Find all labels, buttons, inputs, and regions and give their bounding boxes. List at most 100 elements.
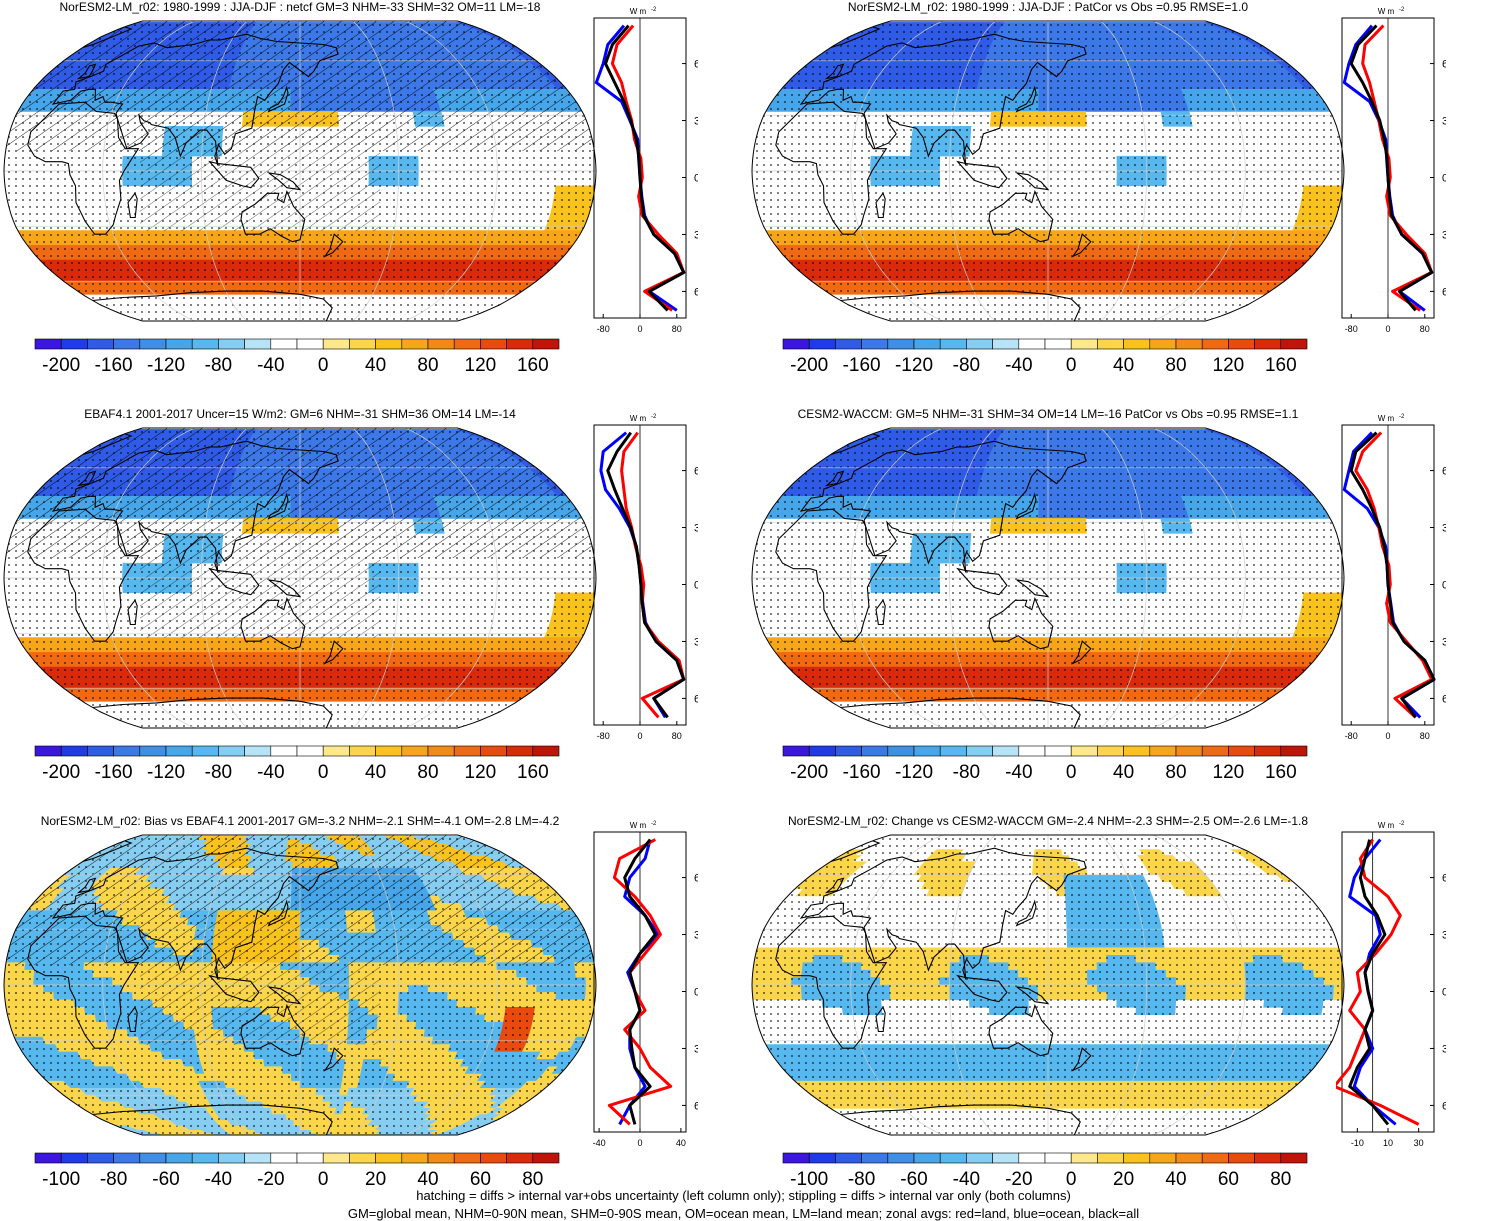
colorbar-swatch [375, 745, 403, 757]
colorbar-label: 40 [1113, 355, 1134, 376]
colorbar-label: -200 [42, 355, 80, 376]
colorbar-label: 80 [417, 355, 438, 376]
lat-tick-label: 0 [694, 579, 698, 591]
land-new-guinea [268, 986, 302, 1005]
map-border [3, 834, 597, 1136]
colorbar-label: -40 [1005, 762, 1032, 783]
lat-tick-label: 30S [694, 1043, 698, 1055]
colorbar-swatch [1175, 338, 1203, 350]
colorbar-label: -40 [953, 1169, 980, 1190]
colorbar-label: 80 [1270, 1169, 1291, 1190]
x-tick-label: 0 [1385, 324, 1390, 334]
map-field [4, 428, 596, 728]
colorbar-swatch [1044, 338, 1072, 350]
x-tick-label: 0 [637, 324, 642, 334]
lat-tick-label: 60N [694, 873, 698, 885]
units-label: W m [1378, 414, 1395, 423]
colorbar-swatch [966, 338, 993, 350]
colorbar-swatch [1254, 338, 1282, 350]
lat-tick-label: 30S [1442, 229, 1446, 241]
colorbar-swatch [1070, 745, 1098, 757]
colorbar-label: 0 [318, 762, 329, 783]
colorbar-swatch [506, 745, 534, 757]
colorbar-label: 0 [318, 1169, 329, 1190]
colorbar-swatch [1254, 745, 1282, 757]
map-field [752, 21, 1344, 321]
colorbar-swatch [1175, 745, 1203, 757]
colorbar-swatch [913, 745, 941, 757]
colorbar-swatch [60, 1152, 88, 1164]
colorbar-swatch [244, 1152, 272, 1164]
zonal-mean-plot: W m -2 60N 30N 0 30S 60S -80 0 80 [1341, 414, 1446, 741]
x-tick-label: 0 [1385, 731, 1390, 741]
robinson-map [751, 20, 1345, 322]
colorbar-label: 20 [365, 1169, 386, 1190]
colorbar-swatch [1280, 1152, 1308, 1164]
land-madagascar [127, 192, 138, 219]
colorbar-swatch [322, 338, 350, 350]
colorbar-swatch [427, 338, 455, 350]
colorbar-swatch [532, 338, 560, 350]
colorbar-swatch [296, 1152, 324, 1164]
x-tick-label: 80 [1420, 324, 1430, 334]
colorbar-swatch [1097, 745, 1124, 757]
units-label: W m [1378, 7, 1395, 16]
land-new-zealand [323, 640, 344, 665]
lat-tick-label: 30N [694, 116, 698, 128]
zonal-mean-plot: W m -2 60N 30N 0 30S 60S -10 10 30 [1336, 821, 1446, 1148]
land-australia [240, 596, 306, 650]
colorbar-swatch [1149, 1152, 1177, 1164]
units-label: W m [630, 821, 647, 830]
colorbar-label: -160 [843, 355, 881, 376]
colorbar-swatch [191, 1152, 219, 1164]
colorbar-swatch [113, 338, 141, 350]
map-border [751, 20, 1345, 322]
x-tick-label: 30 [1414, 1138, 1424, 1148]
colorbar-swatch [349, 338, 376, 350]
colorbar-swatch [453, 1152, 481, 1164]
panel-bias: NorESM2-LM_r02: Bias vs EBAF4.1 2001-201… [0, 814, 740, 1219]
colorbar-label: -120 [147, 355, 185, 376]
colorbar-label: 120 [465, 355, 497, 376]
land-new-guinea [1016, 986, 1050, 1005]
colorbar-label: 40 [1113, 762, 1134, 783]
colorbar-label: -40 [257, 355, 284, 376]
land-indonesia [208, 567, 260, 596]
land-australia [240, 1003, 306, 1057]
colorbar-swatch [244, 338, 272, 350]
colorbar-swatch [887, 745, 915, 757]
colorbar-swatch [270, 1152, 298, 1164]
land-madagascar [875, 192, 886, 219]
colorbar-label: 80 [1165, 355, 1186, 376]
zonal-all-line [606, 431, 686, 719]
lat-tick-label: 30N [694, 930, 698, 942]
colorbar-swatch [782, 1152, 810, 1164]
colorbar-swatch [808, 338, 836, 350]
graticule [4, 428, 596, 728]
robinson-map [3, 834, 597, 1136]
land-new-zealand [323, 1047, 344, 1072]
colorbar-swatch [835, 1152, 862, 1164]
land-africa [27, 508, 140, 642]
land-africa [775, 915, 888, 1049]
colorbar-swatch [34, 745, 62, 757]
map-field [4, 21, 596, 321]
colorbar-swatch [939, 338, 967, 350]
zonal-all-line [1348, 839, 1390, 1126]
colorbar-label: -60 [152, 1169, 179, 1190]
lat-tick-label: 60S [1442, 693, 1446, 705]
land-uk [824, 470, 845, 487]
x-tick-label: 80 [1420, 731, 1430, 741]
colorbar-swatch [887, 338, 915, 350]
colorbar-swatch [218, 1152, 245, 1164]
colorbar-label: 160 [517, 762, 549, 783]
colorbar-label: -60 [900, 1169, 927, 1190]
colorbar: -200-160-120-80-4004080120160200 [782, 745, 1308, 783]
colorbar-swatch [218, 338, 245, 350]
land-japan [267, 492, 289, 520]
x-tick-label: 0 [637, 1138, 642, 1148]
colorbar-swatch [861, 1152, 889, 1164]
map-border [751, 834, 1345, 1136]
units-exponent: -2 [651, 821, 657, 827]
colorbar-swatch [1123, 1152, 1151, 1164]
